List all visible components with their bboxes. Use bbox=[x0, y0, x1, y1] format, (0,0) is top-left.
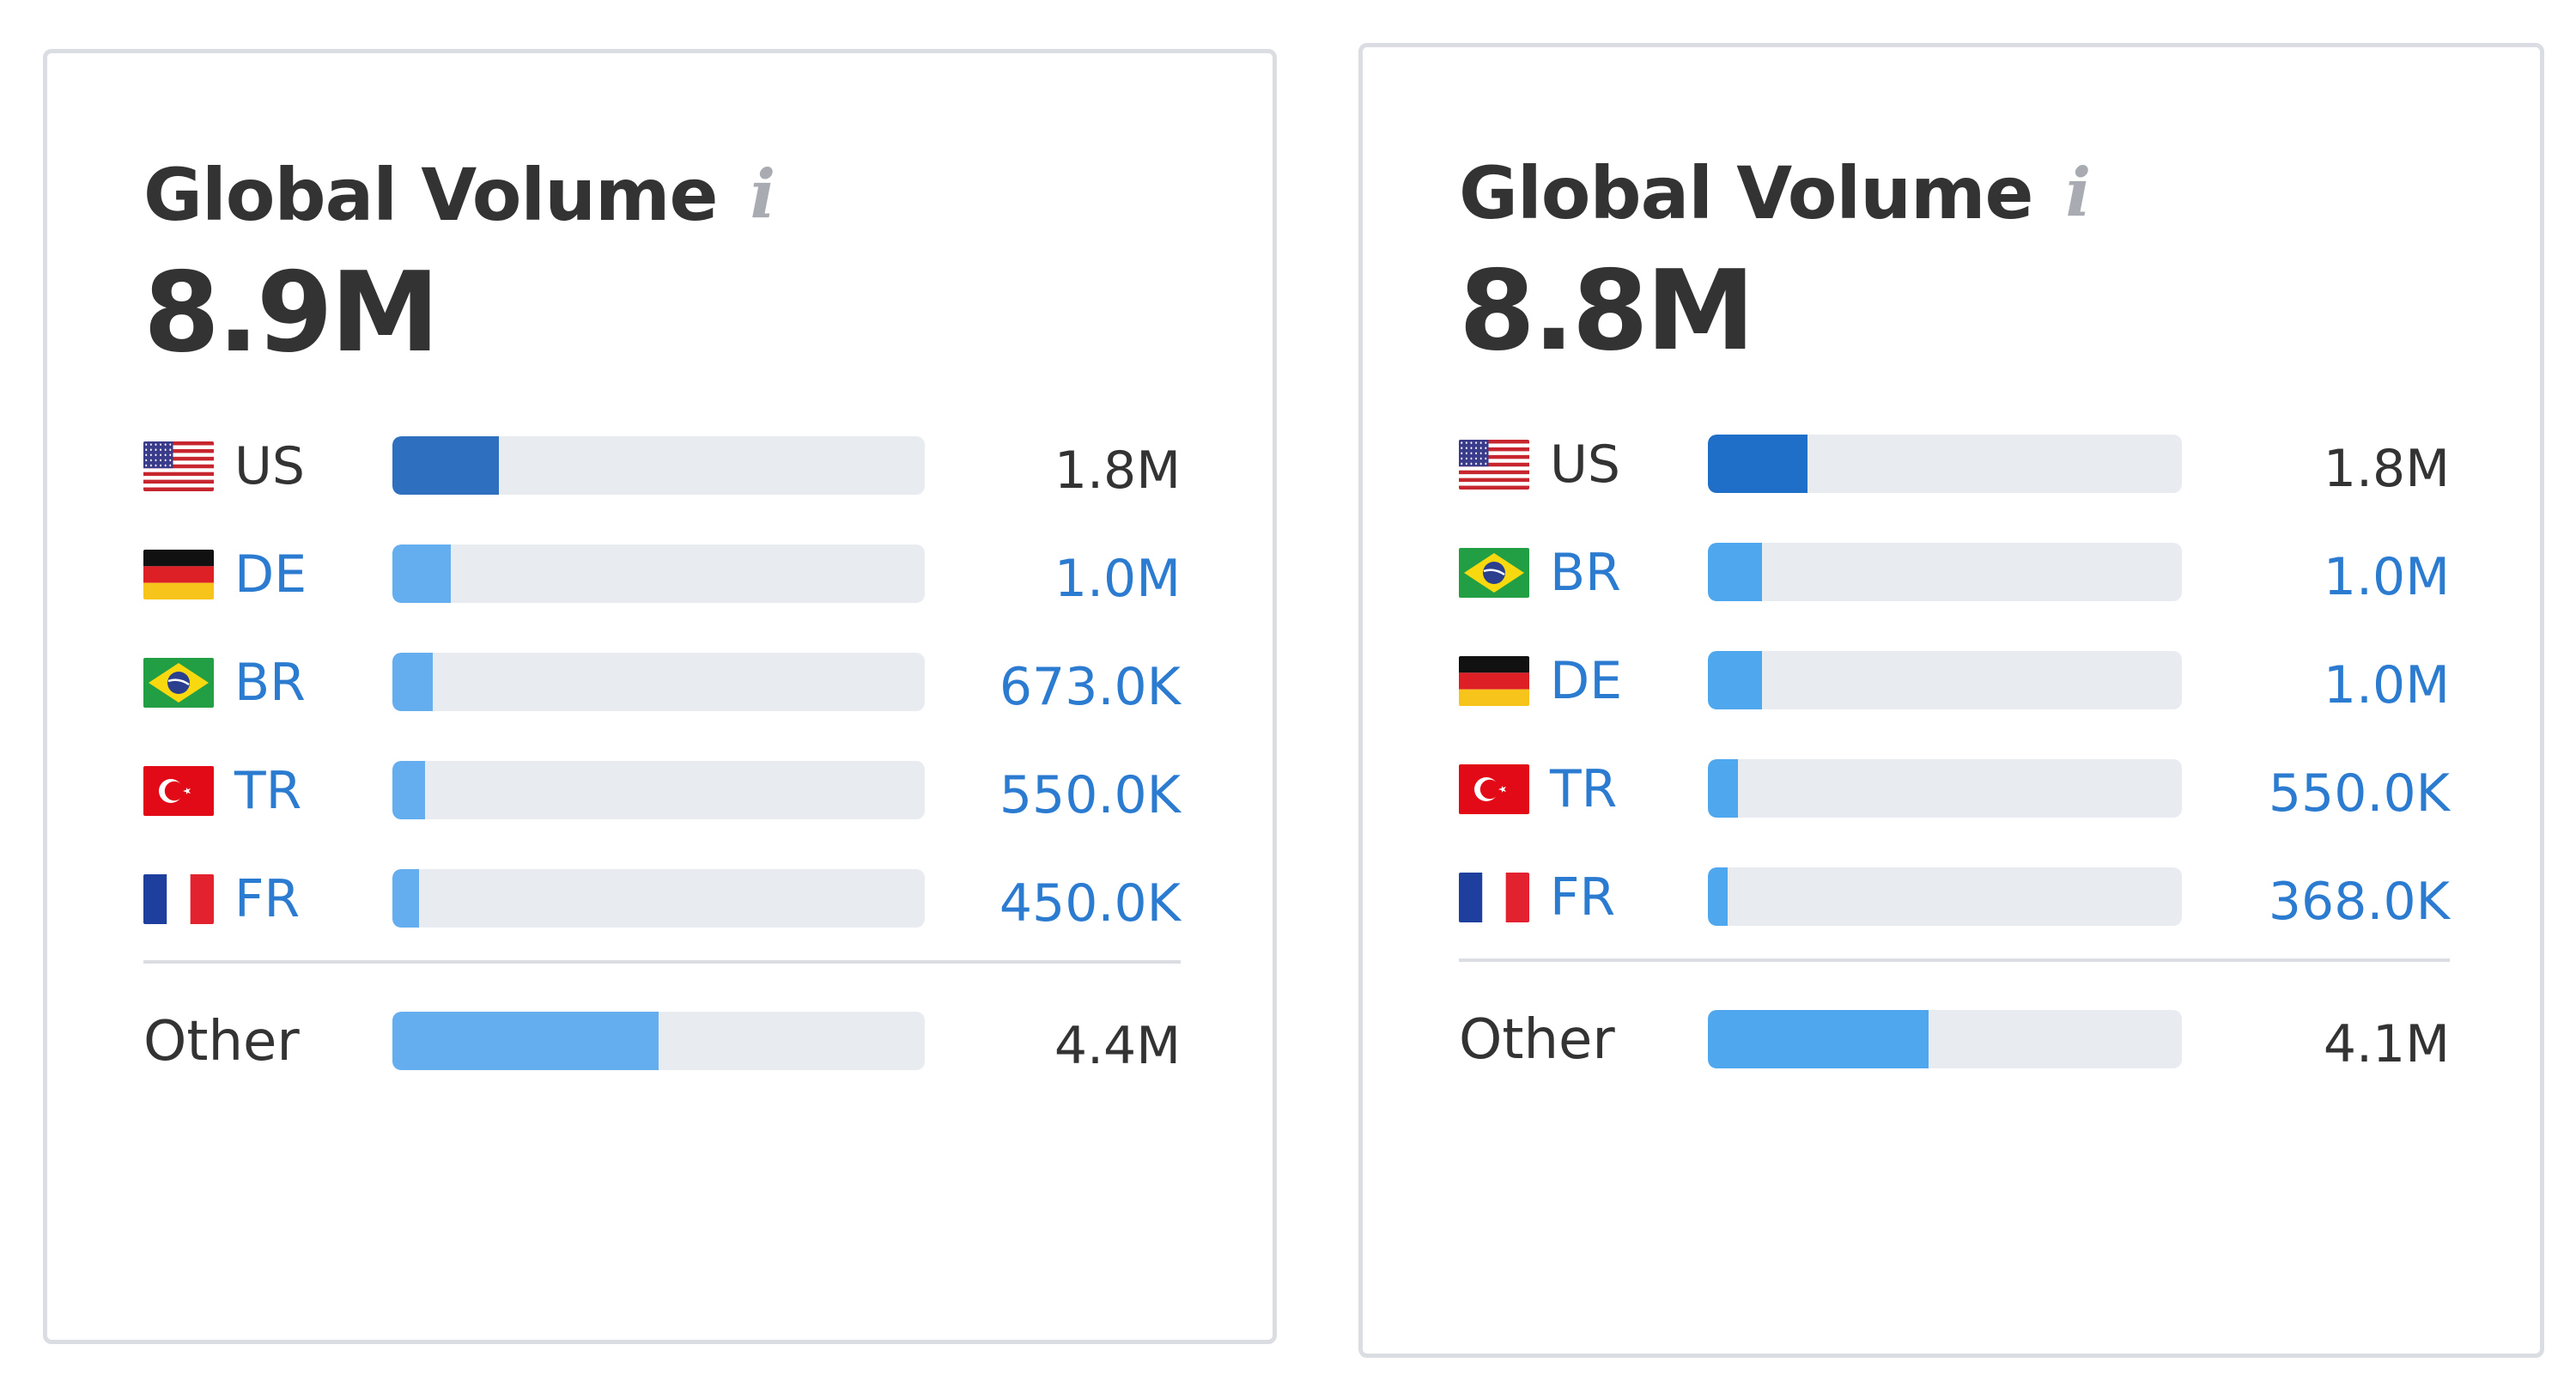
country-code-link[interactable]: DE bbox=[234, 544, 307, 605]
country-volume-link[interactable]: 1.0M bbox=[2323, 655, 2450, 715]
country-volume: 1.8M bbox=[2323, 439, 2450, 499]
country-code: US bbox=[1550, 435, 1621, 495]
br-flag-icon bbox=[1459, 548, 1529, 598]
volume-bar bbox=[392, 869, 925, 928]
volume-bar-fill bbox=[1708, 435, 1807, 493]
volume-bar-fill bbox=[392, 869, 419, 928]
other-label: Other bbox=[1459, 1008, 1615, 1072]
global-volume-total: 8.8M bbox=[1459, 247, 1755, 375]
tr-flag-icon bbox=[1459, 764, 1529, 814]
volume-bar bbox=[392, 1012, 925, 1070]
other-row: Other 4.1M bbox=[1459, 1010, 2450, 1118]
volume-bar bbox=[1708, 651, 2182, 709]
country-row-us: US 1.8M bbox=[143, 436, 1181, 544]
volume-bar-fill bbox=[1708, 651, 1763, 709]
country-row-fr: FR 450.0K bbox=[143, 869, 1181, 977]
volume-bar-fill bbox=[392, 1012, 659, 1070]
us-flag-icon bbox=[143, 441, 214, 491]
br-flag-icon bbox=[143, 658, 214, 708]
volume-bar-fill bbox=[1708, 759, 1738, 818]
country-volume-link[interactable]: 450.0K bbox=[999, 873, 1181, 934]
global-volume-total: 8.9M bbox=[143, 249, 440, 377]
country-row-de: DE 1.0M bbox=[1459, 651, 2450, 759]
country-row-de: DE 1.0M bbox=[143, 544, 1181, 653]
volume-bar-fill bbox=[392, 436, 499, 495]
divider bbox=[143, 960, 1181, 964]
country-volume: 1.8M bbox=[1054, 441, 1181, 501]
country-code-link[interactable]: TR bbox=[234, 761, 302, 821]
country-code-link[interactable]: BR bbox=[1550, 543, 1621, 603]
card-title: Global Volume bbox=[1459, 151, 2034, 235]
country-volume-link[interactable]: 1.0M bbox=[2323, 547, 2450, 607]
country-volume-link[interactable]: 673.0K bbox=[999, 657, 1181, 717]
info-icon[interactable]: i bbox=[2065, 154, 2092, 232]
volume-bar-fill bbox=[1708, 543, 1763, 601]
global-volume-card: Global Volume i 8.8M US 1.8M BR 1.0M DE … bbox=[1358, 43, 2544, 1358]
country-row-br: BR 673.0K bbox=[143, 653, 1181, 761]
fr-flag-icon bbox=[143, 874, 214, 924]
country-code-link[interactable]: TR bbox=[1550, 759, 1618, 819]
volume-bar bbox=[1708, 543, 2182, 601]
country-code-link[interactable]: FR bbox=[1550, 867, 1616, 928]
volume-bar bbox=[392, 761, 925, 819]
volume-bar bbox=[1708, 435, 2182, 493]
country-volume-link[interactable]: 550.0K bbox=[2268, 764, 2450, 824]
info-icon[interactable]: i bbox=[750, 155, 776, 234]
country-code-link[interactable]: BR bbox=[234, 653, 306, 713]
fr-flag-icon bbox=[1459, 873, 1529, 922]
other-row: Other 4.4M bbox=[143, 1012, 1181, 1120]
volume-bar bbox=[392, 436, 925, 495]
us-flag-icon bbox=[1459, 440, 1529, 490]
tr-flag-icon bbox=[143, 766, 214, 816]
country-volume-link[interactable]: 368.0K bbox=[2268, 872, 2450, 932]
de-flag-icon bbox=[143, 550, 214, 599]
country-code-link[interactable]: DE bbox=[1550, 651, 1623, 711]
country-volume-link[interactable]: 550.0K bbox=[999, 765, 1181, 825]
volume-bar-fill bbox=[1708, 1010, 1929, 1068]
other-volume: 4.1M bbox=[2323, 1014, 2450, 1074]
volume-bar bbox=[392, 653, 925, 711]
country-row-fr: FR 368.0K bbox=[1459, 867, 2450, 976]
country-row-tr: TR 550.0K bbox=[143, 761, 1181, 869]
de-flag-icon bbox=[1459, 656, 1529, 706]
country-row-br: BR 1.0M bbox=[1459, 543, 2450, 651]
volume-bar bbox=[1708, 867, 2182, 926]
volume-bar bbox=[392, 544, 925, 603]
volume-bar-fill bbox=[1708, 867, 1728, 926]
country-code: US bbox=[234, 436, 306, 496]
other-label: Other bbox=[143, 1010, 300, 1074]
country-row-us: US 1.8M bbox=[1459, 435, 2450, 543]
volume-bar-fill bbox=[392, 544, 452, 603]
volume-bar bbox=[1708, 1010, 2182, 1068]
country-row-tr: TR 550.0K bbox=[1459, 759, 2450, 867]
other-volume: 4.4M bbox=[1054, 1016, 1181, 1076]
volume-bar bbox=[1708, 759, 2182, 818]
country-code-link[interactable]: FR bbox=[234, 869, 301, 929]
volume-bar-fill bbox=[392, 653, 433, 711]
divider bbox=[1459, 958, 2450, 962]
global-volume-card: Global Volume i 8.9M US 1.8M DE 1.0M BR … bbox=[43, 49, 1277, 1344]
card-title: Global Volume bbox=[143, 153, 719, 237]
country-volume-link[interactable]: 1.0M bbox=[1054, 549, 1181, 609]
country-list: US 1.8M DE 1.0M BR 673.0K TR 550.0K bbox=[143, 436, 1181, 977]
country-list: US 1.8M BR 1.0M DE 1.0M TR 550.0K bbox=[1459, 435, 2450, 976]
volume-bar-fill bbox=[392, 761, 426, 819]
